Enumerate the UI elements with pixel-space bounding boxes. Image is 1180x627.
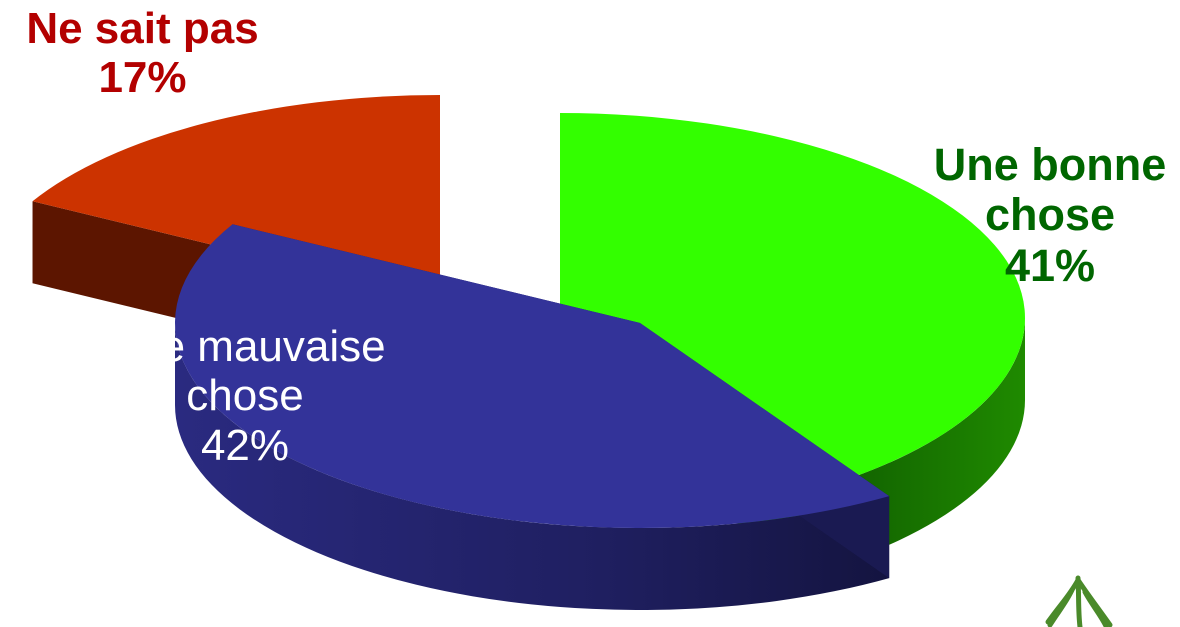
pie-slice-mauvaise-rim	[175, 323, 890, 610]
slice-label-bonne-line1: Une bonne	[933, 139, 1167, 190]
pie-slice-mauvaise	[175, 224, 890, 610]
slice-value-nsp: 17%	[98, 53, 187, 103]
slices-layer	[32, 95, 1025, 610]
slice-value-mauvaise: 42%	[200, 420, 290, 470]
slice-label-mauvaise: Une mauvaise chose 42%	[60, 322, 430, 470]
slice-label-bonne: Une bonne chose 41%	[905, 139, 1180, 291]
slice-label-nsp: Ne sait pas 17%	[0, 4, 285, 103]
pie-slice-mauvaise-top	[175, 224, 890, 528]
slice-label-bonne-line2: chose	[984, 189, 1116, 241]
slice-label-mauvaise-line1: Une mauvaise	[104, 322, 386, 371]
slice-label-nsp-line1: Ne sait pas	[26, 4, 259, 53]
slice-value-bonne: 41%	[1004, 239, 1096, 291]
plant-doodle-icon	[1045, 575, 1113, 627]
slice-label-mauvaise-line2: chose	[186, 371, 304, 421]
pie-slice-nsp-top	[32, 95, 440, 300]
